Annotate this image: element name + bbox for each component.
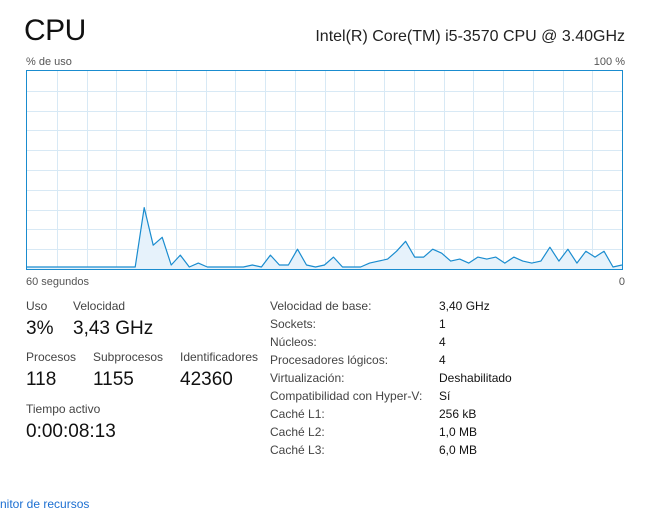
spec-value-procesadores-logicos: 4: [439, 353, 446, 367]
spec-value-velocidad-base: 3,40 GHz: [439, 299, 490, 313]
spec-value-virtualizacion: Deshabilitado: [439, 371, 512, 385]
cpu-usage-chart: [27, 71, 622, 269]
procesos-label: Procesos: [26, 350, 77, 364]
subprocesos-value: 1155: [93, 369, 134, 390]
procesos-value: 118: [26, 369, 57, 390]
y-axis-label: % de uso: [26, 56, 72, 68]
identificadores-label: Identificadores: [180, 350, 259, 364]
chart-grid: [27, 71, 622, 269]
spec-label-sockets: Sockets:: [270, 317, 317, 331]
usage-series-line: [27, 207, 622, 268]
spec-label-cache-l2: Caché L2:: [270, 425, 325, 439]
tiempo-activo-value: 0:00:08:13: [26, 421, 116, 442]
page-title: CPU: [24, 14, 86, 47]
spec-value-nucleos: 4: [439, 335, 446, 349]
spec-label-procesadores-logicos: Procesadores lógicos:: [270, 353, 389, 367]
resource-monitor-link[interactable]: nitor de recursos: [0, 497, 90, 511]
uso-label: Uso: [26, 299, 48, 313]
y-axis-max-label: 100 %: [593, 56, 625, 68]
spec-value-cache-l3: 6,0 MB: [439, 443, 478, 457]
velocidad-value: 3,43 GHz: [73, 318, 154, 339]
spec-label-cache-l1: Caché L1:: [270, 407, 325, 421]
usage-area-fill: [27, 207, 622, 269]
spec-value-sockets: 1: [439, 317, 446, 331]
cpu-usage-graph: [26, 70, 623, 270]
x-axis-right-label: 0: [618, 276, 625, 288]
spec-label-hyper-v: Compatibilidad con Hyper-V:: [270, 389, 423, 403]
subprocesos-label: Subprocesos: [93, 350, 164, 364]
identificadores-value: 42360: [180, 369, 233, 390]
spec-label-velocidad-base: Velocidad de base:: [270, 299, 372, 313]
velocidad-label: Velocidad: [73, 299, 126, 313]
x-axis-left-label: 60 segundos: [26, 276, 89, 288]
spec-value-cache-l2: 1,0 MB: [439, 425, 478, 439]
spec-label-cache-l3: Caché L3:: [270, 443, 325, 457]
tiempo-activo-label: Tiempo activo: [26, 402, 101, 416]
spec-value-cache-l1: 256 kB: [439, 407, 477, 421]
cpu-model-name: Intel(R) Core(TM) i5-3570 CPU @ 3.40GHz: [315, 28, 625, 45]
uso-value: 3%: [26, 318, 54, 339]
spec-value-hyper-v: Sí: [439, 389, 451, 403]
spec-label-nucleos: Núcleos:: [270, 335, 317, 349]
spec-label-virtualizacion: Virtualización:: [270, 371, 345, 385]
